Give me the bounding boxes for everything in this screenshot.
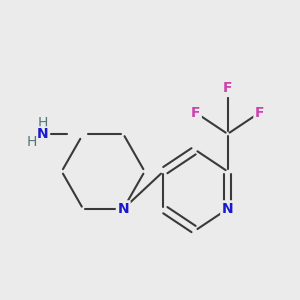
Text: N: N	[222, 202, 233, 216]
Text: F: F	[191, 106, 200, 119]
Text: F: F	[255, 106, 265, 119]
Text: F: F	[223, 81, 232, 95]
Text: H: H	[38, 116, 48, 130]
Text: H: H	[27, 135, 38, 149]
Text: N: N	[37, 127, 49, 141]
Text: N: N	[117, 202, 129, 216]
